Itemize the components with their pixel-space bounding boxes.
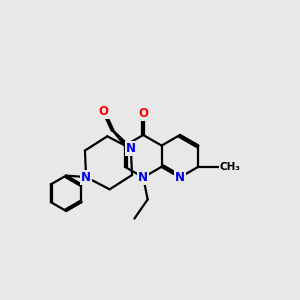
Text: O: O (138, 107, 148, 120)
Text: N: N (81, 171, 91, 184)
Text: N: N (138, 171, 148, 184)
Text: N: N (175, 171, 185, 184)
Text: N: N (126, 142, 136, 155)
Text: O: O (99, 105, 109, 118)
Text: CH₃: CH₃ (220, 162, 241, 172)
